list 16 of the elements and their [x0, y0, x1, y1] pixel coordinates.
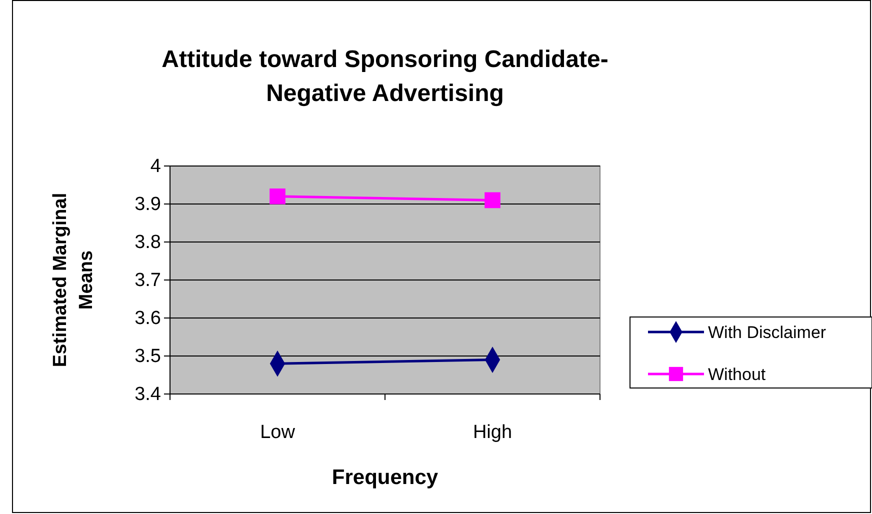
legend-label: With Disclaimer	[708, 323, 826, 342]
chart-title: Attitude toward Sponsoring Candidate- Negative Advertising	[162, 46, 608, 107]
x-axis-title: Frequency	[332, 466, 438, 489]
x-tick-label: Low	[260, 422, 296, 443]
point	[270, 188, 286, 204]
y-tick-label: 3.7	[134, 270, 161, 292]
point	[484, 192, 500, 208]
y-tick-label: 3.8	[134, 232, 161, 254]
y-axis-title: Estimated Marginal Means	[50, 192, 97, 368]
y-tick-label: 4	[150, 156, 162, 178]
y-tick-label: 3.4	[134, 384, 162, 406]
y-tick-label: 3.5	[134, 346, 161, 368]
y-tick-label: 3.9	[134, 194, 161, 216]
y-tick-label: 3.6	[134, 308, 161, 330]
legend-label: Without	[708, 365, 766, 384]
x-tick-label: High	[472, 422, 512, 443]
